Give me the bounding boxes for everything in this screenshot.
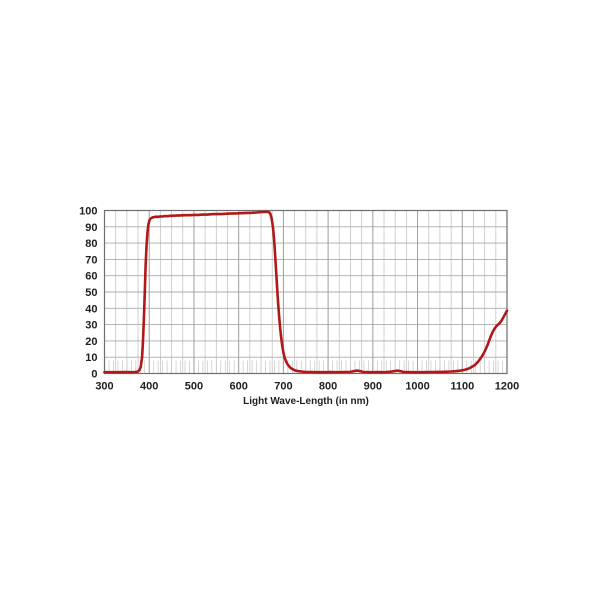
x-tick-label: 1200: [495, 381, 519, 393]
y-tick-label: 70: [85, 254, 97, 266]
x-tick-label: 600: [229, 381, 247, 393]
y-tick-label: 40: [85, 303, 97, 315]
y-tick-label: 90: [85, 222, 97, 234]
curve-layer: [103, 210, 509, 374]
x-tick-label: 1000: [405, 381, 429, 393]
y-tick-label: 0: [91, 369, 97, 381]
x-axis-title: Light Wave-Length (in nm): [243, 396, 369, 407]
y-tick-label: 100: [79, 206, 97, 218]
x-tick-label: 500: [185, 381, 203, 393]
x-tick-label: 900: [364, 381, 382, 393]
tick-label-layer: 0 10 20 30 40 50 60 70 80 90 100 300 400 500 600 700 800…: [79, 206, 519, 393]
x-tick-label: 1100: [450, 381, 474, 393]
y-tick-label: 30: [85, 320, 97, 332]
plot-border: [103, 209, 508, 375]
y-tick-label: 20: [85, 336, 97, 348]
x-tick-label: 700: [274, 381, 292, 393]
x-tick-label: 800: [319, 381, 337, 393]
y-tick-label: 80: [85, 238, 97, 250]
transmission-curve: [103, 210, 509, 374]
y-tick-label: 60: [85, 271, 97, 283]
x-tick-label: 400: [140, 381, 158, 393]
y-tick-label: 50: [85, 287, 97, 299]
x-tick-label: 300: [95, 381, 113, 393]
y-tick-label: 10: [85, 352, 97, 364]
grid-layer: [103, 209, 508, 375]
